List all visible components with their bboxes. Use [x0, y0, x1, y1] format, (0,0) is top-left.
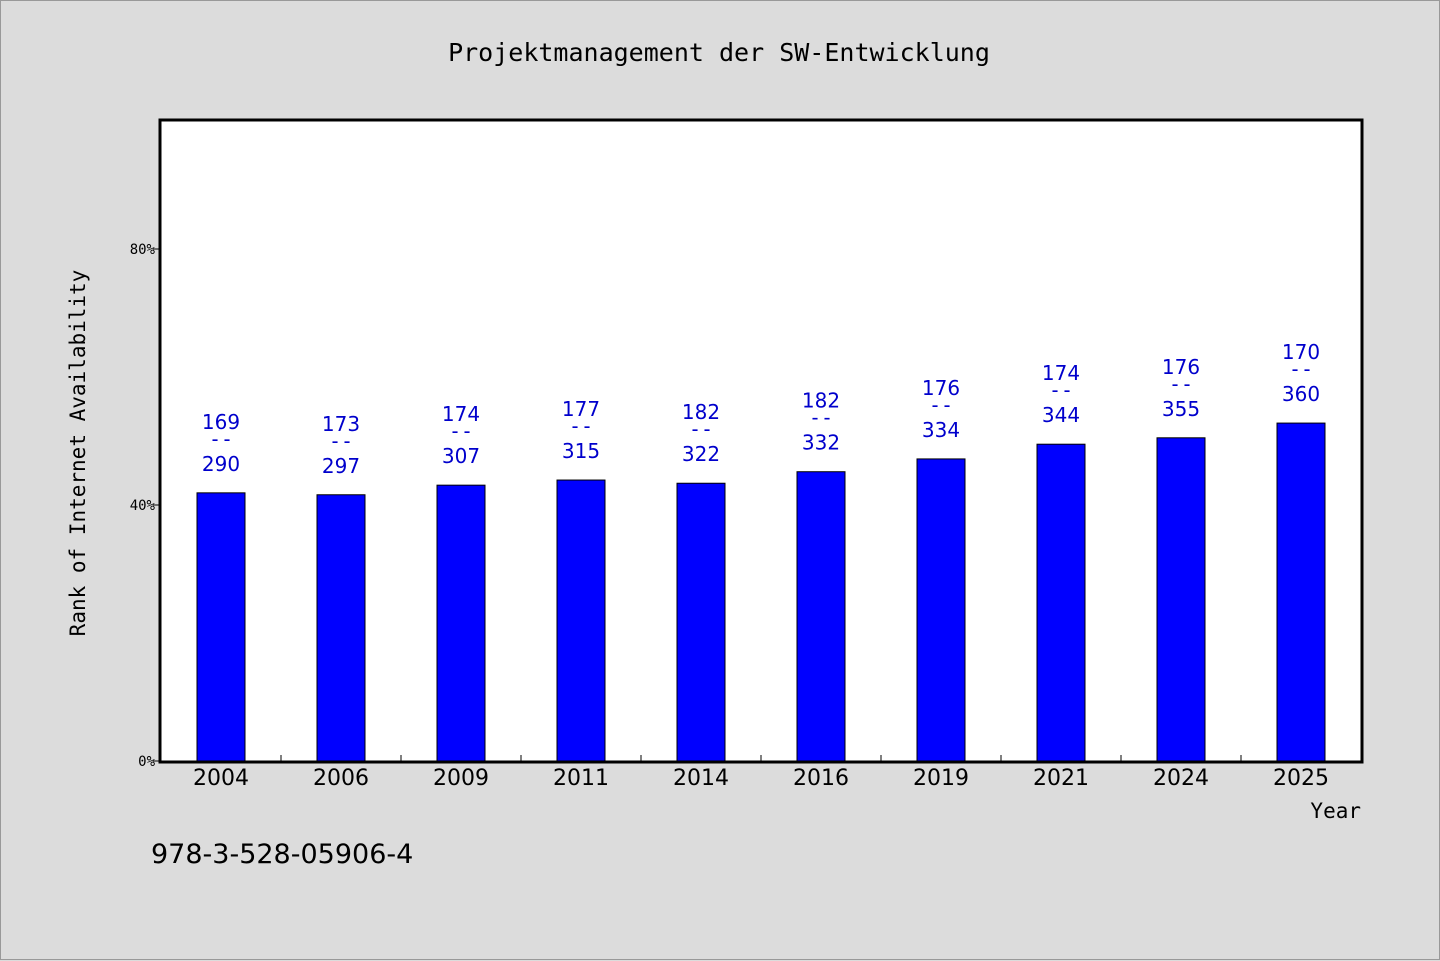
- bar-label-bottom-2021: 344: [1042, 403, 1080, 427]
- x-tick-label-2014: 2014: [673, 766, 729, 791]
- bar-2025: [1276, 422, 1326, 762]
- x-tick-label-2016: 2016: [793, 766, 849, 791]
- bar-label-top-2011: 177: [562, 397, 600, 421]
- bar-label-top-2021: 174: [1042, 361, 1080, 385]
- bar-label-bottom-2014: 322: [682, 442, 720, 466]
- bar-label-top-2004: 169: [202, 410, 240, 434]
- bar-label-sep-2011: --: [569, 414, 593, 438]
- x-tick-label-2025: 2025: [1273, 766, 1329, 791]
- bar-label-sep-2024: --: [1169, 372, 1193, 396]
- bar-labels-group: 169--290173--297174--307177--315182--322…: [202, 340, 1320, 478]
- bar-label-sep-2021: --: [1049, 378, 1073, 402]
- y-tick-label-40: 40%: [130, 498, 156, 514]
- bar-2024: [1156, 437, 1206, 762]
- bar-label-top-2019: 176: [922, 376, 960, 400]
- x-tick-label-2019: 2019: [913, 766, 969, 791]
- bar-label-top-2009: 174: [442, 402, 480, 426]
- bar-label-bottom-2019: 334: [922, 418, 960, 442]
- bar-label-top-2014: 182: [682, 400, 720, 424]
- x-axis-label: Year: [1310, 799, 1361, 823]
- bar-label-bottom-2024: 355: [1162, 397, 1200, 421]
- bars-group: [196, 422, 1326, 762]
- bar-2014: [676, 482, 726, 762]
- x-tick-label-2004: 2004: [193, 766, 249, 791]
- bar-2016: [796, 471, 846, 762]
- bar-label-sep-2014: --: [689, 417, 713, 441]
- x-tick-label-2011: 2011: [553, 766, 609, 791]
- bar-label-bottom-2009: 307: [442, 444, 480, 468]
- bar-label-sep-2004: --: [209, 427, 233, 451]
- y-tick-label-0: 0%: [138, 754, 155, 770]
- y-tick-label-80: 80%: [130, 242, 156, 258]
- x-tick-label-2021: 2021: [1033, 766, 1089, 791]
- bar-2011: [556, 479, 606, 762]
- x-tick-label-2006: 2006: [313, 766, 369, 791]
- bar-label-sep-2006: --: [329, 429, 353, 453]
- x-axis: 2004 2006 2009 2011 2014 2016 2019 2021 2024 2025: [193, 755, 1329, 791]
- x-tick-label-2009: 2009: [433, 766, 489, 791]
- bar-label-sep-2009: --: [449, 419, 473, 443]
- bar-2009: [436, 484, 486, 762]
- bar-label-top-2025: 170: [1282, 340, 1320, 364]
- bar-label-bottom-2011: 315: [562, 439, 600, 463]
- plot-border: [158, 118, 1364, 764]
- bar-2004: [196, 492, 246, 762]
- bar-label-sep-2019: --: [929, 393, 953, 417]
- bar-label-sep-2025: --: [1289, 357, 1313, 381]
- bar-label-top-2006: 173: [322, 412, 360, 436]
- chart-title: Projektmanagement der SW-Entwicklung: [448, 38, 990, 67]
- bar-label-bottom-2025: 360: [1282, 382, 1320, 406]
- isbn-footer: 978-3-528-05906-4: [151, 839, 413, 870]
- bar-label-top-2024: 176: [1162, 355, 1200, 379]
- bar-2021: [1036, 443, 1086, 762]
- bar-label-bottom-2016: 332: [802, 431, 840, 455]
- bar-2019: [916, 458, 966, 762]
- bar-label-top-2016: 182: [802, 389, 840, 413]
- bar-label-bottom-2006: 297: [322, 454, 360, 478]
- bar-label-bottom-2004: 290: [202, 452, 240, 476]
- bar-label-sep-2016: --: [809, 406, 833, 430]
- y-axis: 0% 40% 80%: [130, 242, 161, 770]
- x-tick-label-2024: 2024: [1153, 766, 1209, 791]
- y-axis-label: Rank of Internet Availability: [66, 270, 90, 637]
- bar-2006: [316, 494, 366, 762]
